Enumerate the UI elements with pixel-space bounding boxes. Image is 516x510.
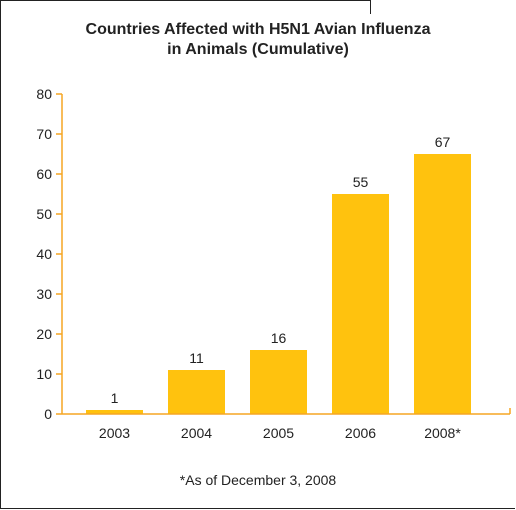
top-border (0, 0, 370, 1)
y-tick-label-40: 40 (36, 246, 52, 262)
y-tick-label-80: 80 (36, 86, 52, 102)
bar-2008* (414, 154, 471, 414)
x-tick-label-2005: 2005 (263, 425, 294, 441)
y-tick-label-20: 20 (36, 326, 52, 342)
data-label-2006: 55 (353, 174, 369, 190)
data-label-2003: 1 (111, 390, 119, 406)
y-tick-label-30: 30 (36, 286, 52, 302)
chart-title: Countries Affected with H5N1 Avian Influ… (0, 20, 516, 60)
bar-2003 (86, 410, 143, 414)
chart-title-line-1: Countries Affected with H5N1 Avian Influ… (85, 21, 431, 38)
y-tick-label-70: 70 (36, 126, 52, 142)
y-axis: 0 10 20 30 40 50 60 70 80 (36, 86, 63, 422)
bar-2005 (250, 350, 307, 414)
data-label-2004: 11 (189, 350, 204, 366)
y-tick-label-50: 50 (36, 206, 52, 222)
data-label-2008*: 67 (435, 134, 451, 150)
x-tick-label-2008*: 2008* (424, 425, 461, 441)
x-tick-label-2003: 2003 (99, 425, 130, 441)
chart-title-line-2: in Animals (Cumulative) (167, 41, 349, 58)
y-tick-label-60: 60 (36, 166, 52, 182)
x-axis: 2003 2004 2005 2006 2008* (62, 408, 511, 441)
x-tick-label-2006: 2006 (345, 425, 376, 441)
data-label-2005: 16 (271, 330, 287, 346)
top-border-tick (370, 0, 371, 14)
y-tick-label-10: 10 (36, 366, 52, 382)
bar-2006 (332, 194, 389, 414)
footnote: *As of December 3, 2008 (179, 472, 337, 488)
bar-2004 (168, 370, 225, 414)
y-tick-label-0: 0 (44, 406, 52, 422)
x-tick-label-2004: 2004 (181, 425, 212, 441)
